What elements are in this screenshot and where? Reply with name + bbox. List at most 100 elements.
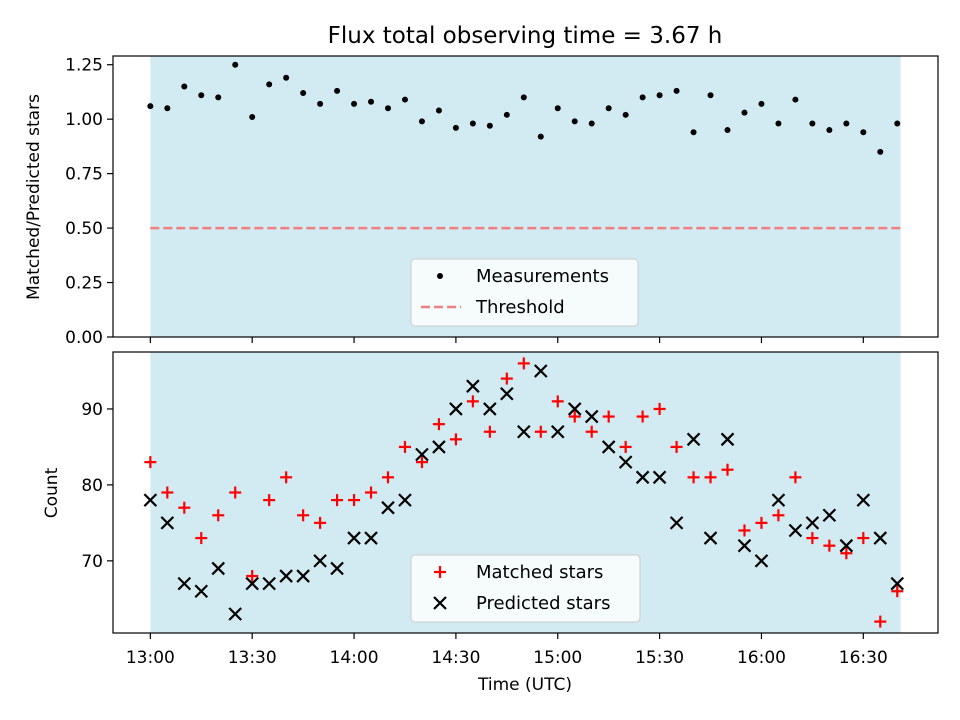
matched-stars-point <box>212 509 225 522</box>
x-tick-label: 14:00 <box>330 648 379 668</box>
matched-stars-point <box>721 463 734 476</box>
ratio-legend: Measurements Threshold <box>410 258 639 327</box>
legend-threshold: Threshold <box>475 297 565 318</box>
predicted-stars-point <box>449 402 463 416</box>
measurement-point <box>164 105 171 112</box>
measurement-point <box>249 113 256 120</box>
matched-stars-point <box>398 440 411 453</box>
matched-stars-point <box>653 402 666 415</box>
predicted-stars-point <box>703 531 718 545</box>
predicted-stars-point <box>466 379 480 393</box>
matched-stars-point <box>585 425 598 438</box>
predicted-stars-point <box>279 569 293 583</box>
measurement-point <box>826 127 833 134</box>
x-axis-label: Time (UTC) <box>477 675 572 695</box>
matched-stars-point <box>755 516 768 529</box>
predicted-stars-point <box>211 561 226 576</box>
measurement-point <box>181 83 188 90</box>
matched-stars-point <box>687 471 700 484</box>
predicted-stars-point <box>635 470 650 485</box>
matched-stars-point <box>602 410 615 423</box>
matched-stars-point <box>857 532 870 545</box>
measurement-point <box>809 120 816 127</box>
matched-stars-point <box>738 524 751 537</box>
matched-stars-point <box>772 509 785 522</box>
ratio-y-ticks: 0.00 0.25 0.50 0.75 1.00 1.25 <box>65 56 113 348</box>
x-tick-label: 16:30 <box>839 648 888 668</box>
x-tick-label: 13:00 <box>126 648 175 668</box>
y-tick-label: 70 <box>81 552 103 572</box>
predicted-stars-point <box>618 455 633 469</box>
predicted-stars-point <box>500 386 514 401</box>
measurement-point <box>792 96 799 103</box>
matched-stars-point <box>823 539 836 552</box>
matched-stars-point <box>415 456 428 469</box>
y-tick-label: 1.00 <box>65 110 103 130</box>
matched-stars-point <box>619 440 632 453</box>
matched-stars-point <box>297 509 310 522</box>
panel-ratio: 0.00 0.25 0.50 0.75 1.00 1.25 Matched/Predict… <box>24 55 939 348</box>
measurement-point <box>418 118 425 125</box>
measurement-point <box>639 94 646 101</box>
matched-stars-point <box>382 471 394 484</box>
matched-stars-point <box>331 494 344 507</box>
measurements-legend-marker <box>437 273 443 279</box>
matched-stars-point <box>246 570 259 583</box>
measurement-point <box>860 129 867 136</box>
measurement-point <box>690 129 697 136</box>
measurement-point <box>707 92 714 99</box>
measurement-point <box>724 127 731 134</box>
matched-stars-point <box>144 456 157 469</box>
y-tick-label: 90 <box>81 400 103 420</box>
predicted-stars-point <box>381 500 395 515</box>
matched-stars-point <box>874 615 887 628</box>
ratio-x-ticks <box>149 337 864 343</box>
ratio-plot-area <box>147 61 901 230</box>
x-tick-label: 15:00 <box>533 648 582 668</box>
predicted-stars-point <box>398 493 412 507</box>
matched-stars-point <box>891 585 904 598</box>
matched-stars-point <box>432 418 445 431</box>
measurement-point <box>317 100 324 107</box>
predicted-stars-point <box>890 576 905 591</box>
measurement-point <box>843 120 850 127</box>
measurement-point <box>351 100 358 107</box>
predicted-stars-point <box>228 607 243 621</box>
measurement-point <box>554 105 561 112</box>
matched-stars-point <box>534 425 547 438</box>
predicted-stars-point <box>415 447 429 462</box>
x-tick-label: 16:00 <box>737 648 786 668</box>
predicted-stars-point <box>652 470 667 485</box>
measurement-point <box>622 111 629 118</box>
measurement-point <box>283 74 290 81</box>
counts-legend: Matched stars Predicted stars <box>410 554 641 623</box>
legend-measurements: Measurements <box>476 266 609 287</box>
measurement-point <box>656 92 663 99</box>
measurement-point <box>588 120 595 127</box>
measurement-point <box>215 94 222 101</box>
predicted-stars-point <box>483 402 497 416</box>
matched-stars-point <box>178 501 191 514</box>
matched-stars-point <box>840 547 853 560</box>
predicted-stars-point <box>313 554 327 568</box>
y-tick-label: 0.75 <box>65 165 103 185</box>
measurement-point <box>232 61 239 68</box>
matched-stars-point <box>263 494 276 507</box>
matched-stars-point <box>466 395 479 408</box>
measurement-point <box>571 118 578 125</box>
measurement-point <box>334 87 341 94</box>
counts-plot-area <box>143 357 905 628</box>
matched-stars-point <box>449 433 462 446</box>
measurement-point <box>877 148 884 155</box>
x-tick-label: 15:30 <box>635 648 684 668</box>
matched-stars-point <box>551 395 564 408</box>
legend-predicted-stars: Predicted stars <box>476 593 610 614</box>
measurement-point <box>469 120 476 127</box>
matched-legend-marker <box>434 566 446 578</box>
counts-x-ticks: 13:00 13:30 14:00 14:30 15:00 15:30 16:00 16:30 <box>126 633 888 668</box>
measurement-point <box>452 124 459 131</box>
measurement-point <box>435 107 442 114</box>
predicted-stars-point <box>550 424 565 439</box>
predicted-stars-point <box>584 409 599 424</box>
